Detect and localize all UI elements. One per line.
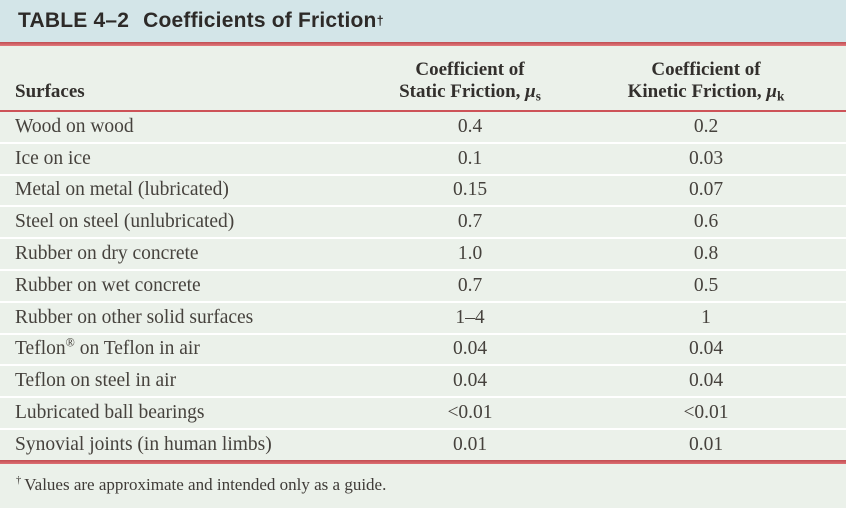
table-row: Lubricated ball bearings <0.01 <0.01 [0, 398, 846, 428]
footnote-text: Values are approximate and intended only… [24, 474, 387, 494]
table-number: TABLE 4–2 [18, 9, 130, 32]
static-value-cell: 0.04 [452, 370, 488, 392]
footnote: † Values are approximate and intended onl… [0, 463, 846, 508]
table-row: Ice on ice 0.1 0.03 [0, 143, 846, 174]
kinetic-value-cell: 1 [701, 306, 711, 328]
surface-cell: Steel on steel (unlubricated) [15, 211, 235, 233]
footnote-dagger: † [16, 475, 22, 487]
kinetic-value-cell: 0.04 [688, 338, 724, 360]
surface-cell: Rubber on dry concrete [15, 243, 199, 265]
table-row: Rubber on dry concrete 1.0 0.8 [0, 239, 846, 269]
table-row: Metal on metal (lubricated) 0.15 0.07 [0, 175, 846, 206]
surface-cell: Teflon on steel in air [15, 370, 177, 392]
kinetic-value-cell: 0.6 [693, 211, 719, 233]
column-header-row: Surfaces Coefficient of Static Friction,… [0, 46, 846, 110]
table-title: Coefficients of Friction [143, 9, 377, 32]
surface-cell: Wood on wood [15, 115, 134, 137]
column-header-kinetic-friction: Coefficient of Kinetic Friction, μk [627, 59, 785, 104]
static-value-cell: 0.4 [457, 115, 483, 137]
surface-cell: Synovial joints (in human limbs) [15, 433, 272, 455]
table-row: Wood on wood 0.4 0.2 [0, 112, 846, 142]
static-value-cell: 0.1 [457, 147, 483, 169]
kinetic-value-cell: 0.2 [693, 115, 719, 137]
surface-cell: Rubber on wet concrete [15, 274, 201, 296]
divider-bottom [0, 459, 846, 464]
registered-trademark-icon: ® [65, 335, 75, 350]
static-value-cell: <0.01 [447, 402, 493, 424]
column-header-surfaces: Surfaces [15, 81, 85, 102]
static-value-cell: 0.01 [452, 433, 488, 455]
column-header-static-friction: Coefficient of Static Friction, μs [399, 59, 541, 104]
divider-header [0, 110, 846, 112]
kinetic-value-cell: 0.5 [693, 274, 719, 296]
static-value-cell: 0.04 [452, 338, 488, 360]
table-title-bar: TABLE 4–2 Coefficients of Friction † [0, 0, 846, 42]
static-value-cell: 0.7 [457, 274, 483, 296]
table-row: Synovial joints (in human limbs) 0.01 0.… [0, 429, 846, 460]
static-value-cell: 1–4 [455, 306, 485, 328]
surface-cell: Teflon® on Teflon in air [15, 335, 200, 360]
mu-symbol: μ [766, 81, 777, 102]
table-row: Steel on steel (unlubricated) 0.7 0.6 [0, 207, 846, 238]
static-value-cell: 0.7 [457, 211, 483, 233]
table-row: Teflon on steel in air 0.04 0.04 [0, 366, 846, 397]
mu-symbol: μ [525, 81, 536, 102]
table-row: Teflon® on Teflon in air 0.04 0.04 [0, 334, 846, 365]
static-value-cell: 0.15 [452, 179, 488, 201]
table-row: Rubber on other solid surfaces 1–4 1 [0, 302, 846, 333]
kinetic-value-cell: 0.01 [688, 433, 724, 455]
kinetic-value-cell: 0.04 [688, 370, 724, 392]
kinetic-value-cell: <0.01 [683, 402, 729, 424]
kinetic-value-cell: 0.8 [693, 243, 719, 265]
table-body: Wood on wood 0.4 0.2 Ice on ice 0.1 0.03… [0, 112, 846, 460]
static-value-cell: 1.0 [457, 243, 483, 265]
table-row: Rubber on wet concrete 0.7 0.5 [0, 270, 846, 301]
divider-top [0, 42, 846, 46]
surface-cell: Ice on ice [15, 147, 91, 169]
surface-cell: Rubber on other solid surfaces [15, 306, 254, 328]
surface-cell: Metal on metal (lubricated) [15, 179, 229, 201]
surface-cell: Lubricated ball bearings [15, 402, 205, 424]
kinetic-value-cell: 0.03 [688, 147, 724, 169]
kinetic-value-cell: 0.07 [688, 179, 724, 201]
